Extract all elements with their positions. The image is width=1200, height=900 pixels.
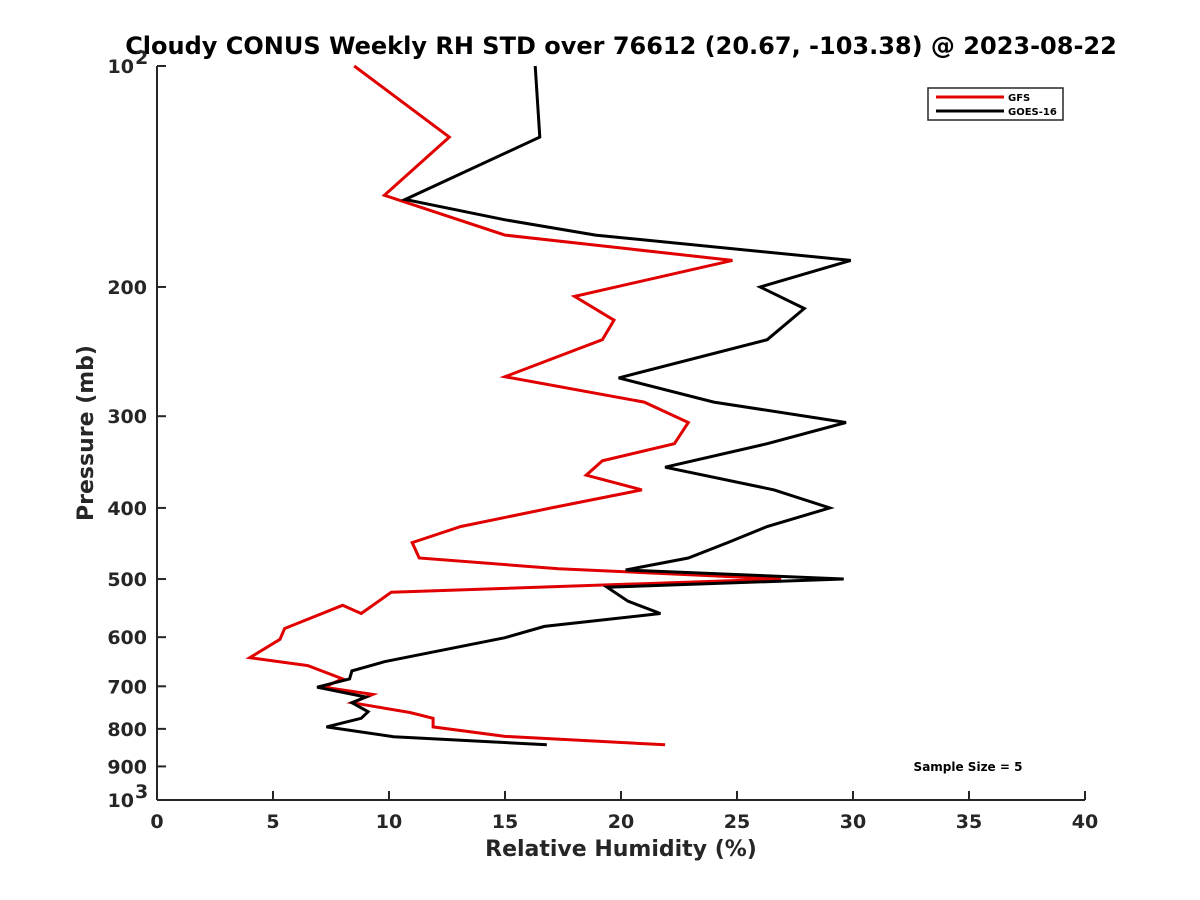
y-tick-label: 500 bbox=[107, 569, 147, 591]
legend: GFS GOES-16 bbox=[927, 87, 1064, 121]
y-tick-label: 300 bbox=[107, 406, 147, 428]
chart-title: Cloudy CONUS Weekly RH STD over 76612 (2… bbox=[125, 32, 1117, 60]
series-line-goes-16 bbox=[316, 65, 852, 747]
y-tick-label: 600 bbox=[107, 627, 147, 649]
sample-size-annotation: Sample Size = 5 bbox=[914, 760, 1023, 774]
x-tick-label: 30 bbox=[840, 811, 866, 833]
x-tick-label: 10 bbox=[376, 811, 402, 833]
series-line-gfs bbox=[245, 64, 782, 747]
y-axis-label: Pressure (mb) bbox=[74, 345, 99, 521]
x-tick-label: 0 bbox=[150, 811, 163, 833]
y-tick-label: 800 bbox=[107, 719, 147, 741]
y-tick-label-exp: 3 bbox=[135, 781, 148, 803]
y-tick-label: 400 bbox=[107, 498, 147, 520]
x-tick-label: 35 bbox=[956, 811, 982, 833]
y-tick-label: 900 bbox=[107, 756, 147, 778]
legend-box bbox=[927, 87, 1064, 121]
legend-entry: GFS bbox=[1008, 93, 1030, 104]
x-tick-label: 25 bbox=[724, 811, 750, 833]
x-axis-label: Relative Humidity (%) bbox=[485, 837, 757, 862]
legend-entry: GOES-16 bbox=[1008, 107, 1057, 118]
x-tick-label: 5 bbox=[266, 811, 279, 833]
y-tick-label: 700 bbox=[107, 676, 147, 698]
x-tick-label: 20 bbox=[608, 811, 634, 833]
x-tick-label: 15 bbox=[492, 811, 518, 833]
y-tick-label-base: 10 bbox=[108, 56, 134, 78]
y-tick-label-base: 10 bbox=[108, 790, 134, 812]
y-tick-label: 200 bbox=[107, 277, 147, 299]
x-tick-label: 40 bbox=[1072, 811, 1098, 833]
y-tick-label-exp: 2 bbox=[135, 47, 148, 69]
